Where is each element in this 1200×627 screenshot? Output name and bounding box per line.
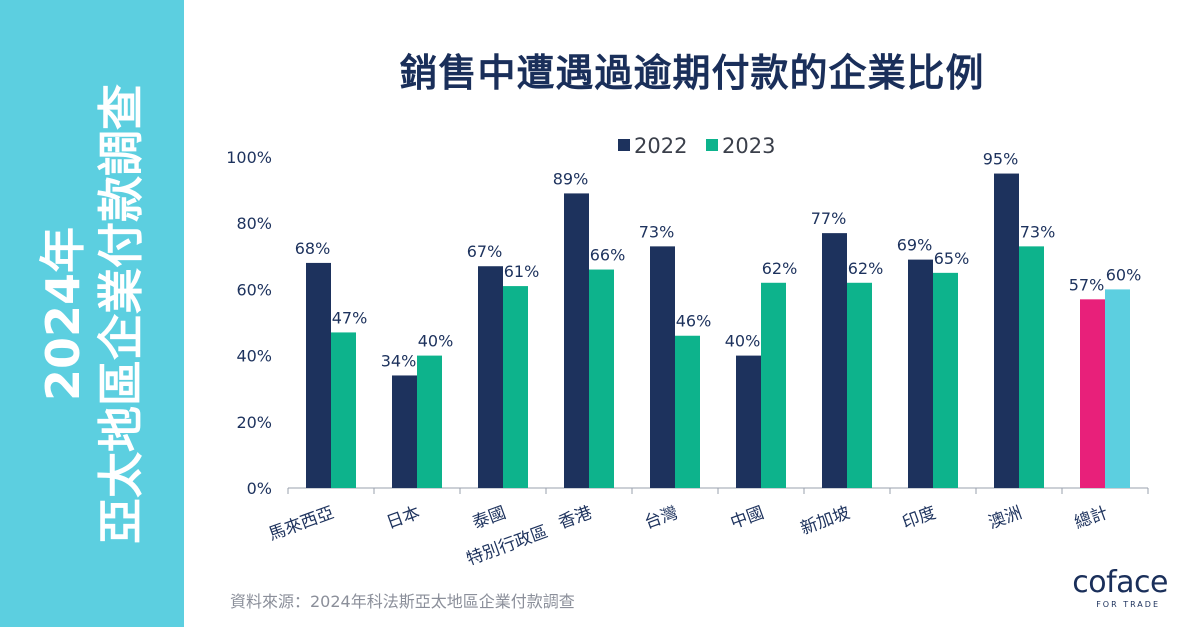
- x-category-label: 新加坡: [798, 503, 853, 539]
- bar-2022-5: [736, 355, 761, 488]
- bar-2022-2: [478, 266, 503, 488]
- x-category-label: 馬來西亞: [266, 503, 337, 545]
- bar-2023-3: [589, 269, 614, 488]
- legend-label: 2022: [634, 134, 687, 158]
- data-label: 77%: [811, 209, 847, 228]
- bar-2023-4: [675, 335, 700, 488]
- y-tick-label: 60%: [236, 280, 272, 299]
- data-label: 89%: [553, 169, 589, 188]
- x-category-label: 日本: [384, 503, 423, 533]
- data-label: 47%: [332, 308, 368, 327]
- bar-2022-8: [994, 173, 1019, 489]
- data-label: 46%: [676, 312, 712, 331]
- bar-2022-7: [908, 259, 933, 488]
- data-label: 34%: [381, 351, 417, 370]
- bar-2023-5: [761, 282, 786, 488]
- data-label: 62%: [848, 259, 884, 278]
- data-label: 68%: [295, 239, 331, 258]
- logo-wordmark: coface: [1072, 565, 1168, 600]
- data-label: 60%: [1106, 265, 1142, 284]
- data-label: 40%: [418, 332, 454, 351]
- x-category-label: 澳洲: [986, 503, 1025, 533]
- data-label: 66%: [590, 246, 626, 265]
- data-label: 65%: [934, 249, 970, 268]
- logo-tagline: FOR TRADE: [1096, 600, 1160, 609]
- data-label: 73%: [639, 222, 675, 241]
- bar-2022-4: [650, 246, 675, 488]
- source-note: 資料來源：2024年科法斯亞太地區企業付款調查: [230, 592, 575, 611]
- side-band: [0, 0, 184, 627]
- bar-2023-2: [503, 286, 528, 488]
- y-tick-label: 40%: [236, 347, 272, 366]
- coface-logo: coface FOR TRADE: [1048, 565, 1168, 610]
- data-label: 67%: [467, 242, 503, 261]
- legend-label: 2023: [722, 134, 775, 158]
- y-tick-label: 0%: [247, 479, 272, 498]
- x-category-label: 泰國: [470, 503, 509, 533]
- bar-2023-1: [417, 355, 442, 488]
- data-label: 40%: [725, 332, 761, 351]
- data-label: 57%: [1069, 275, 1105, 294]
- bar-2023-6: [847, 282, 872, 488]
- y-tick-label: 100%: [226, 148, 272, 167]
- bar-2023-8: [1019, 246, 1044, 488]
- x-category-label: 總計: [1072, 503, 1111, 533]
- x-category-label: 香港: [556, 503, 595, 533]
- y-tick-label: 20%: [236, 413, 272, 432]
- legend-swatch: [618, 139, 630, 151]
- legend-swatch: [706, 139, 718, 151]
- x-category-label: 印度: [900, 503, 939, 533]
- bar-2022-9: [1080, 299, 1105, 488]
- data-label: 95%: [983, 150, 1019, 169]
- chart-title: 銷售中遭遇過逾期付款的企業比例: [399, 51, 985, 95]
- data-label: 73%: [1020, 222, 1056, 241]
- x-category-label: 台灣: [642, 503, 681, 533]
- data-label: 69%: [897, 236, 933, 255]
- bar-2022-3: [564, 193, 589, 488]
- bar-2022-0: [306, 262, 331, 488]
- bar-2023-0: [331, 332, 356, 488]
- bar-2022-1: [392, 375, 417, 488]
- bar-2022-6: [822, 233, 847, 488]
- x-category-label: 中國: [728, 503, 767, 533]
- data-label: 62%: [762, 259, 798, 278]
- bar-2023-9: [1105, 289, 1130, 488]
- bar-2023-7: [933, 272, 958, 488]
- data-label: 61%: [504, 262, 540, 281]
- y-tick-label: 80%: [236, 214, 272, 233]
